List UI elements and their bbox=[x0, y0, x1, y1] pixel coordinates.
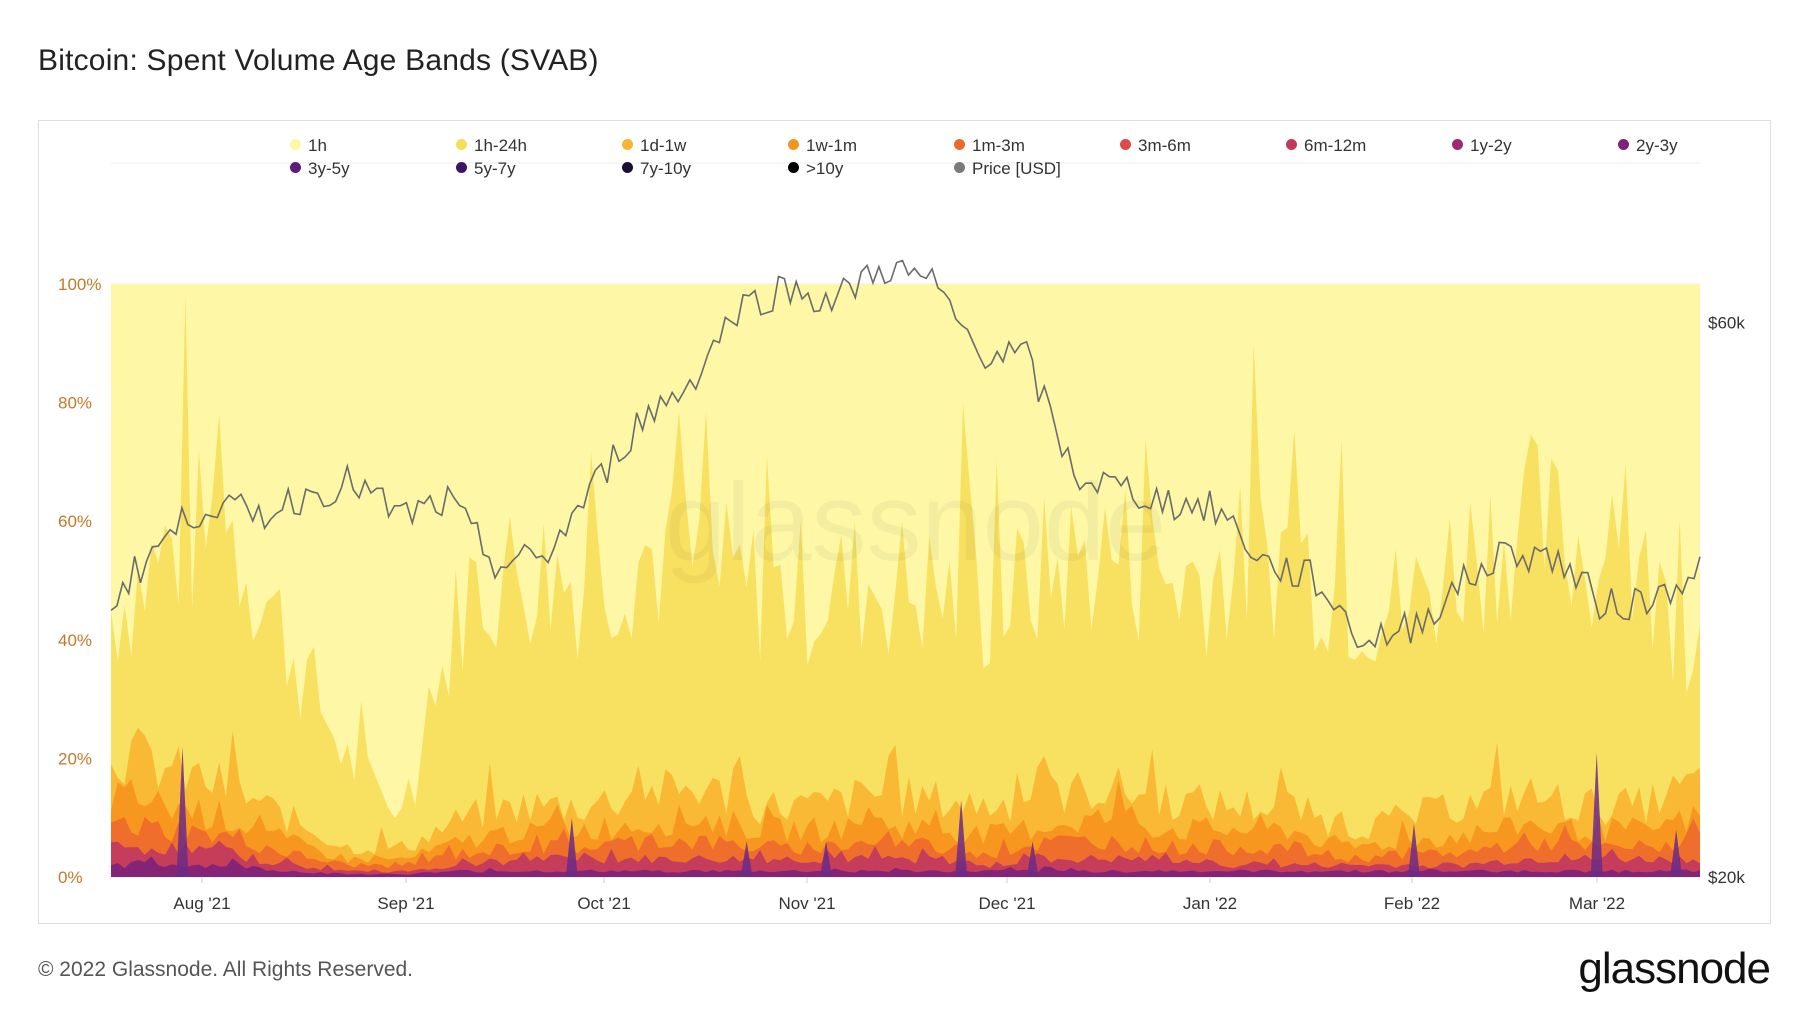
legend-item[interactable]: 3y-5y bbox=[290, 159, 350, 179]
legend-swatch bbox=[954, 162, 965, 174]
x-tick-label: Dec '21 bbox=[978, 894, 1035, 913]
x-tick-label: Jan '22 bbox=[1183, 894, 1237, 913]
legend-swatch bbox=[290, 139, 301, 151]
legend-item[interactable]: 7y-10y bbox=[622, 159, 691, 179]
area-band-2y-3y bbox=[111, 856, 1700, 877]
legend-item[interactable]: 1m-3m bbox=[954, 136, 1025, 156]
x-tick-label: Aug '21 bbox=[173, 894, 230, 913]
legend-item[interactable]: 1y-2y bbox=[1452, 136, 1512, 156]
legend-label: 1h-24h bbox=[474, 136, 527, 155]
age-spike bbox=[1670, 829, 1683, 877]
legend-swatch bbox=[290, 162, 301, 174]
legend-item[interactable]: 2y-3y bbox=[1618, 136, 1678, 156]
legend-label: >10y bbox=[806, 159, 844, 178]
age-spike bbox=[955, 799, 968, 877]
legend-label: 7y-10y bbox=[640, 159, 692, 178]
legend-label: 1d-1w bbox=[640, 136, 687, 155]
legend-item[interactable]: 3m-6m bbox=[1120, 136, 1191, 156]
y-tick-label: 40% bbox=[58, 631, 92, 650]
y2-tick-label: $20k bbox=[1708, 868, 1745, 887]
legend-label: 3m-6m bbox=[1138, 136, 1191, 155]
age-spike bbox=[1026, 841, 1039, 877]
y-tick-label: 20% bbox=[58, 749, 92, 768]
chart-title: Bitcoin: Spent Volume Age Bands (SVAB) bbox=[38, 44, 599, 77]
price-line bbox=[110, 259, 1701, 649]
legend-item[interactable]: 1h-24h bbox=[456, 136, 527, 156]
legend-item[interactable]: >10y bbox=[788, 159, 843, 179]
legend-swatch bbox=[788, 162, 799, 174]
brand-logo: glassnode bbox=[1578, 944, 1771, 993]
age-spike bbox=[820, 841, 833, 877]
legend-label: 3y-5y bbox=[308, 159, 350, 178]
x-tick-label: Oct '21 bbox=[577, 894, 630, 913]
area-band-1h-24h bbox=[111, 295, 1700, 877]
legend-item[interactable]: Price [USD] bbox=[954, 159, 1061, 179]
legend-item[interactable]: 1d-1w bbox=[622, 136, 686, 156]
legend-label: 1y-2y bbox=[1470, 136, 1512, 155]
chart-frame bbox=[38, 120, 1771, 924]
legend-label: Price [USD] bbox=[972, 159, 1061, 178]
legend-swatch bbox=[1286, 139, 1297, 151]
legend-swatch bbox=[788, 139, 799, 151]
legend-swatch bbox=[622, 162, 633, 174]
legend-swatch bbox=[1618, 139, 1629, 151]
x-tick-label: Sep '21 bbox=[377, 894, 434, 913]
legend-item[interactable]: 1w-1m bbox=[788, 136, 857, 156]
age-spike bbox=[176, 746, 189, 877]
legend-label: 1w-1m bbox=[806, 136, 858, 155]
y-tick-label: 0% bbox=[58, 868, 83, 887]
legend-swatch bbox=[622, 139, 633, 151]
y-tick-label: 60% bbox=[58, 512, 92, 531]
watermark: glassnode bbox=[665, 461, 1167, 584]
age-spike bbox=[565, 817, 578, 877]
x-tick-label: Feb '22 bbox=[1384, 894, 1440, 913]
x-tick-label: Nov '21 bbox=[778, 894, 835, 913]
legend-label: 1h bbox=[308, 136, 327, 155]
legend-item[interactable]: 5y-7y bbox=[456, 159, 516, 179]
copyright: © 2022 Glassnode. All Rights Reserved. bbox=[38, 958, 414, 981]
legend-label: 6m-12m bbox=[1304, 136, 1367, 155]
x-tick-label: Mar '22 bbox=[1569, 894, 1625, 913]
legend-swatch bbox=[456, 162, 467, 174]
legend-label: 5y-7y bbox=[474, 159, 516, 178]
y2-tick-label: $60k bbox=[1708, 313, 1745, 332]
legend-swatch bbox=[1120, 139, 1131, 151]
legend-swatch bbox=[456, 139, 467, 151]
age-spike bbox=[1407, 823, 1420, 877]
area-band-6m-12m bbox=[111, 840, 1700, 877]
legend-swatch bbox=[1452, 139, 1463, 151]
legend-swatch bbox=[954, 139, 965, 151]
legend-label: 1m-3m bbox=[972, 136, 1025, 155]
age-spike bbox=[740, 841, 753, 877]
legend-label: 2y-3y bbox=[1636, 136, 1678, 155]
age-spike bbox=[1590, 752, 1603, 877]
legend-item[interactable]: 1h bbox=[290, 136, 327, 156]
y-tick-label: 80% bbox=[58, 394, 92, 413]
y-tick-label: 100% bbox=[58, 275, 101, 294]
legend-item[interactable]: 6m-12m bbox=[1286, 136, 1366, 156]
